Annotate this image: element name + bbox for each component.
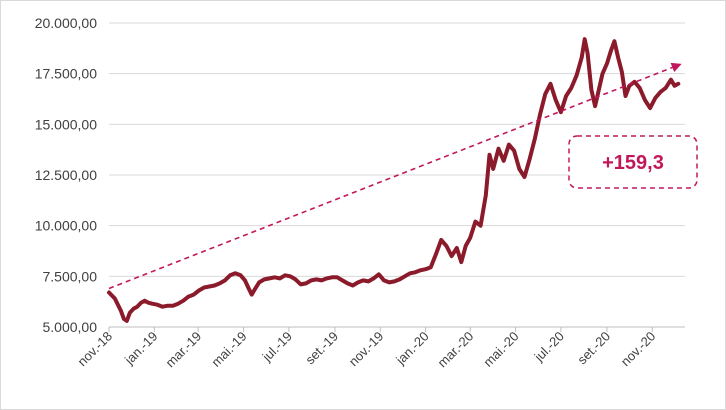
y-axis-tick-labels: 20.000,00 17.500,00 15.000,00 12.500,00 10.0… — [35, 15, 98, 335]
x-tick-label: jan.-20 — [392, 329, 431, 368]
y-tick-label: 20.000,00 — [35, 15, 97, 31]
x-tick-label: set.-20 — [574, 329, 613, 368]
x-tick-label: mar.-20 — [435, 329, 477, 371]
x-tick-label: jul.-20 — [531, 329, 567, 365]
y-tick-label: 15.000,00 — [35, 116, 97, 132]
y-tick-label: 5.000,00 — [43, 319, 98, 335]
x-tick-label: jul.-19 — [259, 329, 295, 365]
x-tick-label: nov.-20 — [618, 329, 659, 370]
series-layer — [107, 37, 681, 323]
x-tick-label: mai.-20 — [480, 329, 521, 370]
x-tick-label: mar.-19 — [163, 329, 205, 371]
annotation-text: +159,3 — [602, 152, 664, 174]
y-tick-label: 12.500,00 — [35, 167, 97, 183]
trend-arrow-line — [108, 62, 682, 290]
x-axis-tick-labels: nov.-18 jan.-19 mar.-19 mai.-19 jul.-19 set.-… — [75, 327, 659, 371]
y-tick-label: 10.000,00 — [35, 218, 97, 234]
x-tick-label: mai.-19 — [208, 329, 249, 370]
annotation-box — [568, 135, 698, 189]
x-tick-label: jan.-19 — [121, 329, 160, 368]
y-tick-label: 7.500,00 — [43, 268, 98, 284]
trendline-layer — [108, 62, 682, 290]
gridlines — [109, 22, 685, 277]
x-tick-label: nov.-19 — [346, 329, 387, 370]
annotation-layer: +159,3 — [568, 135, 698, 189]
y-tick-label: 17.500,00 — [35, 66, 97, 82]
price-series-line — [107, 37, 681, 323]
x-tick-label: set.-19 — [302, 329, 341, 368]
